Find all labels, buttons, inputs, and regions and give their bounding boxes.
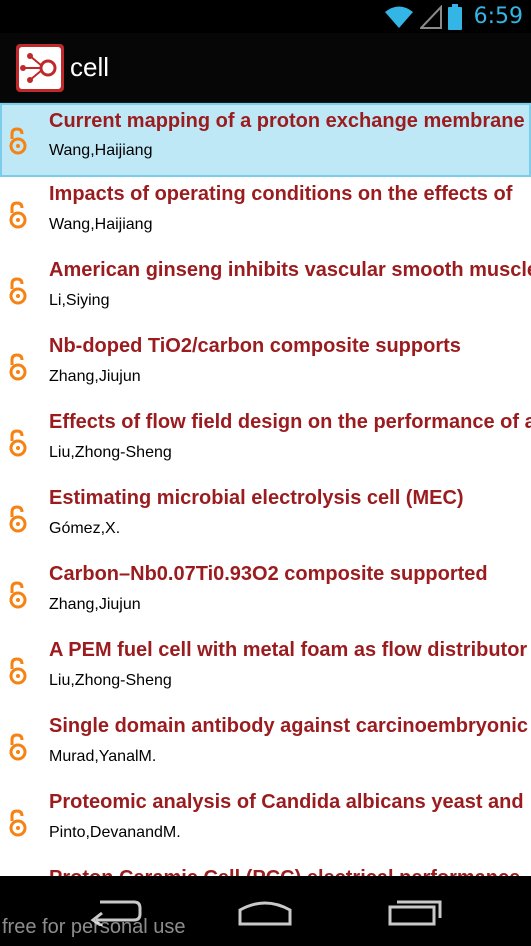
article-title: Estimating microbial electrolysis cell (…	[49, 487, 464, 509]
article-author: Liu,Zhong-Sheng	[49, 444, 172, 461]
list-item[interactable]: Proteomic analysis of Candida albicans y…	[0, 785, 531, 861]
list-item[interactable]: Impacts of operating conditions on the e…	[0, 177, 531, 253]
article-title: Nb-doped TiO2/carbon composite supports	[49, 335, 461, 357]
article-title: Proton Ceramic Cell (PCC) electrical per…	[49, 867, 520, 876]
app-logo-icon[interactable]	[16, 43, 64, 92]
open-access-icon	[9, 733, 27, 761]
list-item[interactable]: A PEM fuel cell with metal foam as flow …	[0, 633, 531, 709]
article-title: Carbon–Nb0.07Ti0.93O2 composite supporte…	[49, 563, 488, 585]
open-access-icon	[9, 353, 27, 381]
signal-icon	[419, 4, 442, 29]
page-title: cell	[70, 52, 110, 82]
open-access-icon	[9, 581, 27, 609]
open-access-icon	[9, 277, 27, 305]
home-button[interactable]	[235, 894, 295, 928]
list-item[interactable]: American ginseng inhibits vascular smoot…	[0, 253, 531, 329]
list-item[interactable]: Single domain antibody against carcinoem…	[0, 709, 531, 785]
article-author: Wang,Haijiang	[49, 142, 153, 159]
wifi-icon	[384, 6, 413, 28]
action-bar: cell	[0, 33, 531, 103]
article-title: Effects of flow field design on the perf…	[49, 411, 531, 433]
open-access-icon	[9, 127, 27, 155]
list-item[interactable]: Current mapping of a proton exchange mem…	[0, 103, 531, 177]
article-author: Liu,Zhong-Sheng	[49, 672, 172, 689]
article-author: Li,Siying	[49, 292, 110, 309]
article-author: Zhang,Jiujun	[49, 368, 141, 385]
article-title: A PEM fuel cell with metal foam as flow …	[49, 639, 528, 661]
recent-apps-icon	[388, 900, 442, 926]
article-title: Current mapping of a proton exchange mem…	[49, 110, 525, 132]
navigation-bar: free for personal use	[0, 876, 531, 946]
article-author: Zhang,Jiujun	[49, 596, 141, 613]
article-author: Murad,YanalM.	[49, 748, 157, 765]
article-title: American ginseng inhibits vascular smoot…	[49, 259, 531, 281]
article-list[interactable]: Current mapping of a proton exchange mem…	[0, 103, 531, 876]
article-author: Wang,Haijiang	[49, 216, 153, 233]
list-item[interactable]: Nb-doped TiO2/carbon composite supports Z…	[0, 329, 531, 405]
recent-apps-button[interactable]	[385, 894, 445, 928]
article-title: Proteomic analysis of Candida albicans y…	[49, 791, 524, 813]
open-access-icon	[9, 505, 27, 533]
article-title: Single domain antibody against carcinoem…	[49, 715, 528, 737]
back-button[interactable]	[85, 894, 145, 928]
open-access-icon	[9, 429, 27, 457]
open-access-icon	[9, 809, 27, 837]
open-access-icon	[9, 657, 27, 685]
list-item[interactable]: Effects of flow field design on the perf…	[0, 405, 531, 481]
back-icon	[90, 900, 142, 926]
battery-icon	[447, 3, 462, 30]
clock: 6:59	[473, 4, 523, 29]
open-access-icon	[9, 201, 27, 229]
home-icon	[238, 901, 292, 926]
article-author: Gómez,X.	[49, 520, 121, 537]
article-author: Pinto,DevanandM.	[49, 824, 181, 841]
watermark: free for personal use	[2, 916, 186, 938]
article-title: Impacts of operating conditions on the e…	[49, 183, 513, 205]
status-bar: 6:59	[0, 0, 531, 33]
list-item[interactable]: Proton Ceramic Cell (PCC) electrical per…	[0, 861, 531, 876]
list-item[interactable]: Estimating microbial electrolysis cell (…	[0, 481, 531, 557]
list-item[interactable]: Carbon–Nb0.07Ti0.93O2 composite supporte…	[0, 557, 531, 633]
